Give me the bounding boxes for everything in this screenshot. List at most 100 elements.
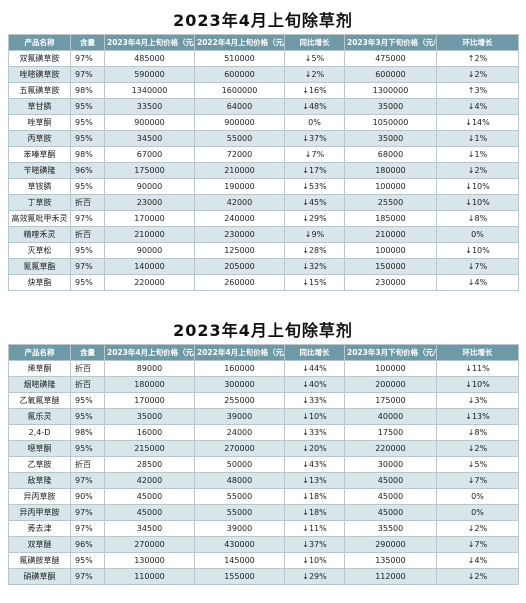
yoy-cell: ↓7% — [284, 146, 345, 163]
price-last-year-cell: 190000 — [194, 178, 285, 195]
yoy-cell: ↓29% — [284, 210, 345, 227]
product-name-cell: 双草醚 — [8, 536, 71, 553]
price-last-year-cell: 1600000 — [194, 82, 285, 99]
price-last-year-cell: 145000 — [194, 552, 285, 569]
table-row: 双草醚 96% 270000 430000 ↓37% 290000 ↓7% — [8, 536, 519, 553]
product-name-cell: 异丙甲草胺 — [8, 504, 71, 521]
table-title: 2023年4月上旬除草剂 — [173, 321, 353, 340]
yoy-cell: ↓11% — [284, 520, 345, 537]
mom-cell: ↓10% — [436, 242, 519, 259]
mom-cell: 0% — [436, 504, 519, 521]
price-prev-cell: 100000 — [344, 360, 437, 377]
product-name-cell: 高效氟吡甲禾灵 — [8, 210, 71, 227]
mom-cell: ↓7% — [436, 472, 519, 489]
price-last-year-cell: 900000 — [194, 114, 285, 131]
content-cell: 97% — [70, 472, 105, 489]
table-row: 双氟磺草胺 97% 485000 510000 ↓5% 475000 ↑2% — [8, 50, 519, 67]
content-cell: 95% — [70, 552, 105, 569]
price-current-cell: 42000 — [104, 472, 195, 489]
mom-cell: ↑2% — [436, 50, 519, 67]
price-prev-cell: 100000 — [344, 178, 437, 195]
price-last-year-cell: 155000 — [194, 568, 285, 585]
price-prev-cell: 35500 — [344, 520, 437, 537]
price-last-year-cell: 55000 — [194, 504, 285, 521]
content-cell: 96% — [70, 162, 105, 179]
price-prev-cell: 30000 — [344, 456, 437, 473]
price-last-year-cell: 240000 — [194, 210, 285, 227]
product-name-cell: 烟嘧磺隆 — [8, 376, 71, 393]
header-mom: 环比增长 — [436, 34, 519, 51]
content-cell: 97% — [70, 258, 105, 275]
table-row: 草铵膦 95% 90000 190000 ↓53% 100000 ↓10% — [8, 178, 519, 195]
product-name-cell: 乙氧氟草醚 — [8, 392, 71, 409]
content-cell: 97% — [70, 568, 105, 585]
price-last-year-cell: 48000 — [194, 472, 285, 489]
price-current-cell: 175000 — [104, 162, 195, 179]
mom-cell: ↓8% — [436, 210, 519, 227]
table-row: 2,4-D 98% 16000 24000 ↓33% 17500 ↓8% — [8, 424, 519, 441]
content-cell: 90% — [70, 488, 105, 505]
product-name-cell: 五氟磺草胺 — [8, 82, 71, 99]
header-content: 含量 — [70, 34, 105, 51]
price-prev-cell: 112000 — [344, 568, 437, 585]
price-last-year-cell: 210000 — [194, 162, 285, 179]
price-prev-cell: 25500 — [344, 194, 437, 211]
table-row: 高效氟吡甲禾灵 97% 170000 240000 ↓29% 185000 ↓8% — [8, 210, 519, 227]
price-prev-cell: 210000 — [344, 226, 437, 243]
yoy-cell: ↓18% — [284, 488, 345, 505]
table-row: 丙草胺 95% 34500 55000 ↓37% 35000 ↓1% — [8, 130, 519, 147]
mom-cell: ↓2% — [436, 162, 519, 179]
price-prev-cell: 180000 — [344, 162, 437, 179]
table-row: 苯嗪草酮 98% 67000 72000 ↓7% 68000 ↓1% — [8, 146, 519, 163]
herbicide-price-section-2: 2023年4月上旬除草剂 产品名称 含量 2023年4月上旬价格（元/吨） 20… — [0, 318, 526, 585]
mom-cell: ↓3% — [436, 392, 519, 409]
content-cell: 95% — [70, 440, 105, 457]
content-cell: 折百 — [70, 226, 105, 243]
product-name-cell: 苯嗪草酮 — [8, 146, 71, 163]
mom-cell: ↓4% — [436, 98, 519, 115]
price-prev-cell: 45000 — [344, 488, 437, 505]
price-current-cell: 130000 — [104, 552, 195, 569]
product-name-cell: 异丙草胺 — [8, 488, 71, 505]
mom-cell: ↓1% — [436, 130, 519, 147]
price-current-cell: 140000 — [104, 258, 195, 275]
content-cell: 97% — [70, 210, 105, 227]
mom-cell: ↓2% — [436, 66, 519, 83]
price-current-cell: 34500 — [104, 520, 195, 537]
price-last-year-cell: 24000 — [194, 424, 285, 441]
content-cell: 折百 — [70, 456, 105, 473]
content-cell: 96% — [70, 536, 105, 553]
price-current-cell: 89000 — [104, 360, 195, 377]
header-price-prev: 2023年3月下旬价格（元/吨） — [344, 34, 437, 51]
price-prev-cell: 220000 — [344, 440, 437, 457]
yoy-cell: ↓9% — [284, 226, 345, 243]
table-row: 灭草松 95% 90000 125000 ↓28% 100000 ↓10% — [8, 242, 519, 259]
price-current-cell: 170000 — [104, 210, 195, 227]
product-name-cell: 莠去津 — [8, 520, 71, 537]
header-product-name: 产品名称 — [8, 34, 71, 51]
yoy-cell: ↓45% — [284, 194, 345, 211]
yoy-cell: ↓37% — [284, 536, 345, 553]
content-cell: 97% — [70, 66, 105, 83]
yoy-cell: ↓10% — [284, 552, 345, 569]
price-last-year-cell: 50000 — [194, 456, 285, 473]
yoy-cell: ↓32% — [284, 258, 345, 275]
price-current-cell: 16000 — [104, 424, 195, 441]
price-last-year-cell: 270000 — [194, 440, 285, 457]
price-prev-cell: 35000 — [344, 98, 437, 115]
price-last-year-cell: 260000 — [194, 274, 285, 291]
mom-cell: ↓4% — [436, 274, 519, 291]
yoy-cell: ↓18% — [284, 504, 345, 521]
product-name-cell: 敌草隆 — [8, 472, 71, 489]
yoy-cell: ↓2% — [284, 66, 345, 83]
price-current-cell: 110000 — [104, 568, 195, 585]
table-title: 2023年4月上旬除草剂 — [173, 11, 353, 30]
price-prev-cell: 40000 — [344, 408, 437, 425]
price-last-year-cell: 39000 — [194, 520, 285, 537]
mom-cell: ↓1% — [436, 146, 519, 163]
price-last-year-cell: 205000 — [194, 258, 285, 275]
price-current-cell: 67000 — [104, 146, 195, 163]
table-row: 炔草酯 95% 220000 260000 ↓15% 230000 ↓4% — [8, 274, 519, 291]
price-current-cell: 485000 — [104, 50, 195, 67]
